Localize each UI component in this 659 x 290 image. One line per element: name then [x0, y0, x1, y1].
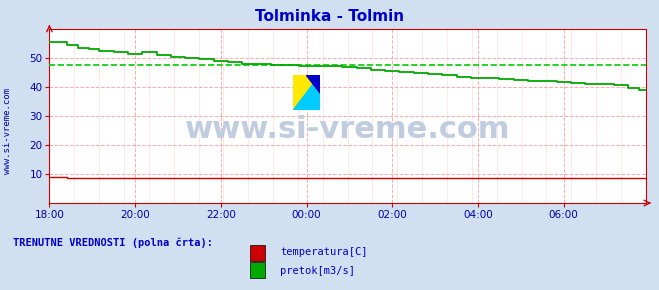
- Text: www.si-vreme.com: www.si-vreme.com: [185, 115, 510, 144]
- Text: www.si-vreme.com: www.si-vreme.com: [3, 88, 13, 173]
- Polygon shape: [293, 75, 320, 110]
- Polygon shape: [306, 75, 320, 93]
- Text: pretok[m3/s]: pretok[m3/s]: [280, 266, 355, 276]
- Text: TRENUTNE VREDNOSTI (polna črta):: TRENUTNE VREDNOSTI (polna črta):: [13, 238, 213, 248]
- Polygon shape: [293, 75, 320, 110]
- Text: Tolminka - Tolmin: Tolminka - Tolmin: [255, 9, 404, 24]
- Text: temperatura[C]: temperatura[C]: [280, 247, 368, 257]
